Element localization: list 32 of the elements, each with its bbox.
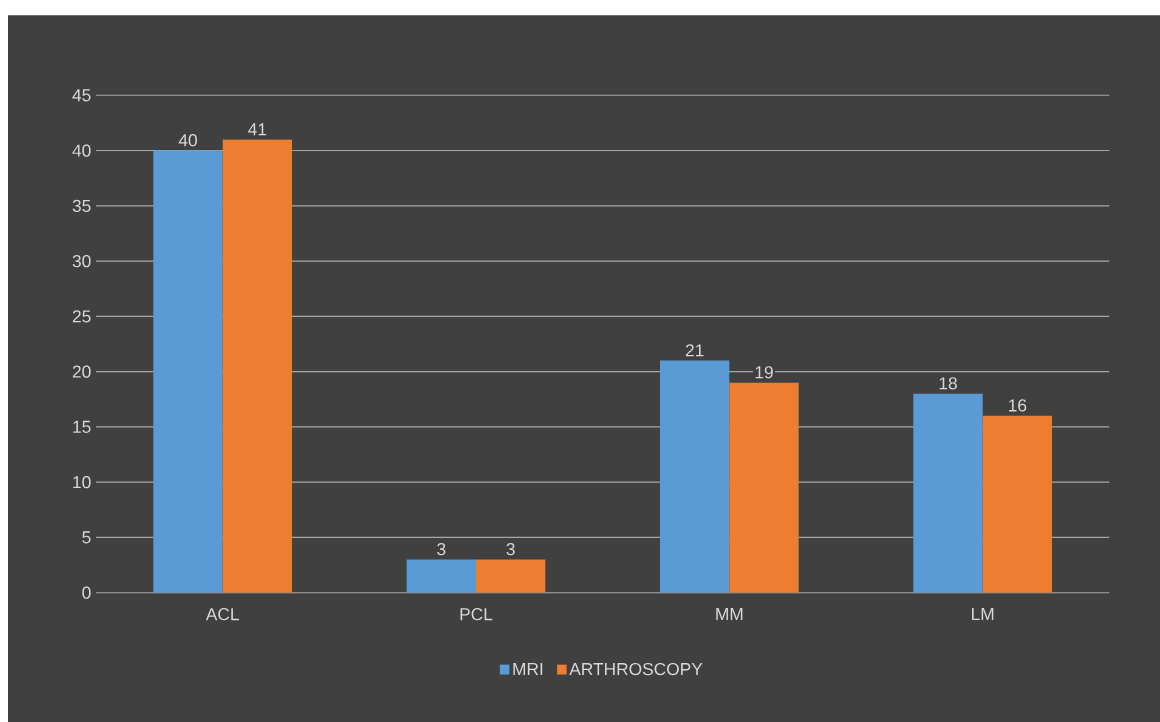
y-tick-label: 0 bbox=[82, 586, 91, 599]
data-label: 3 bbox=[506, 542, 515, 556]
data-label: 19 bbox=[755, 366, 773, 379]
bar bbox=[406, 559, 476, 593]
y-tick-label: 10 bbox=[73, 476, 91, 489]
y-tick-label: 35 bbox=[72, 199, 91, 212]
data-label: 41 bbox=[248, 123, 267, 136]
y-tick-label: 20 bbox=[72, 365, 91, 378]
y-tick-label: 40 bbox=[72, 144, 91, 157]
bar bbox=[729, 382, 799, 593]
legend-label: ARTHROSCOPY bbox=[569, 662, 703, 676]
bar bbox=[476, 559, 546, 593]
x-tick-label: ACL bbox=[205, 608, 239, 621]
y-tick-label: 30 bbox=[72, 254, 91, 268]
legend-label: MRI bbox=[513, 663, 543, 675]
bar bbox=[222, 139, 292, 593]
bar bbox=[660, 360, 730, 593]
bar bbox=[982, 415, 1053, 593]
data-label: 40 bbox=[178, 134, 197, 147]
data-label: 18 bbox=[939, 377, 957, 390]
y-tick-label: 5 bbox=[82, 531, 91, 544]
y-tick-label: 45 bbox=[72, 89, 91, 102]
x-tick-label: LM bbox=[972, 608, 994, 620]
data-label: 3 bbox=[437, 542, 446, 556]
x-tick-label: PCL bbox=[460, 608, 493, 621]
data-label: 16 bbox=[1009, 399, 1027, 412]
x-tick-label: MM bbox=[716, 608, 743, 620]
data-label: 21 bbox=[685, 344, 704, 357]
y-tick-label: 15 bbox=[73, 420, 91, 433]
y-tick-label: 25 bbox=[72, 310, 91, 323]
bar bbox=[913, 393, 983, 593]
bar bbox=[153, 150, 223, 593]
